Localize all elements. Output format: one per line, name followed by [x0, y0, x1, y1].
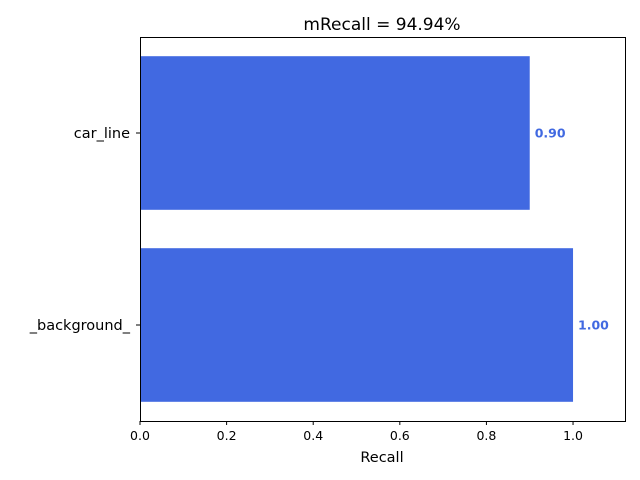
value-label: 0.90: [535, 126, 566, 141]
y-axis-ticks: car_line _background_: [29, 126, 140, 334]
plot-frame: [140, 37, 626, 422]
bar-carline: [140, 56, 530, 210]
bar-background: [140, 248, 574, 402]
x-tick-label: 0.0: [130, 428, 150, 443]
value-label: 1.00: [578, 318, 609, 333]
category-label: _background_: [29, 318, 131, 334]
chart-title: mRecall = 94.94%: [303, 15, 460, 35]
x-axis-label: Recall: [360, 450, 403, 466]
bars-group: [140, 56, 574, 402]
x-tick-label: 0.2: [217, 428, 237, 443]
x-tick-label: 0.4: [303, 428, 323, 443]
category-label: car_line: [74, 126, 130, 142]
value-labels-group: 0.90 1.00: [535, 126, 609, 333]
x-tick-label: 1.0: [563, 428, 583, 443]
x-axis-ticks: 0.0 0.2 0.4 0.6 0.8 1.0: [130, 421, 583, 443]
x-tick-label: 0.6: [390, 428, 410, 443]
x-tick-label: 0.8: [476, 428, 496, 443]
